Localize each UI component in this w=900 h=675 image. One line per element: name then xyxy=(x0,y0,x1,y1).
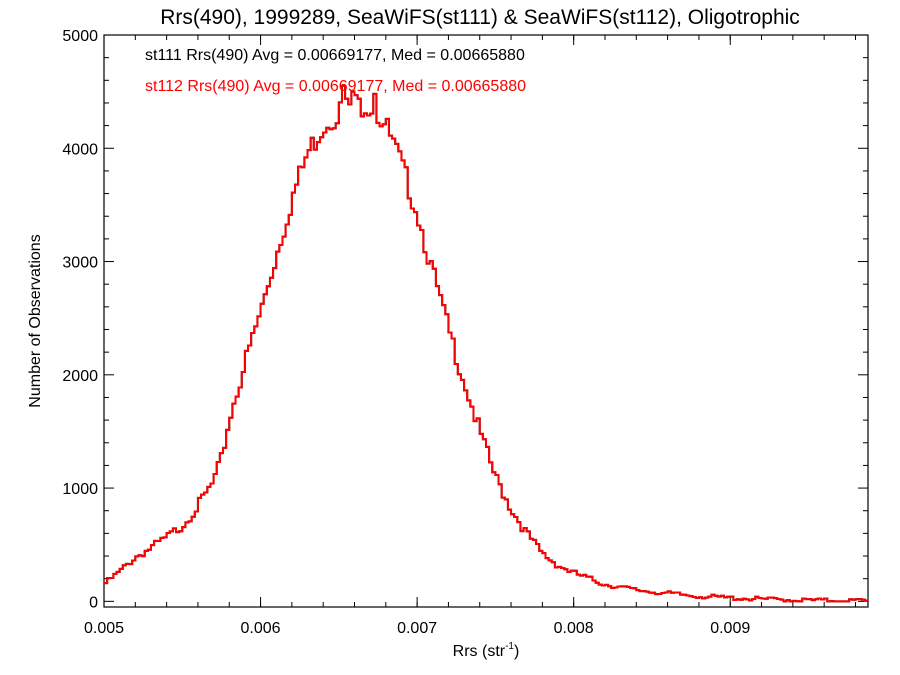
y-axis-ticks: 0 1000 2000 3000 4000 5000 xyxy=(62,28,868,611)
histogram-series-st112 xyxy=(104,84,868,603)
x-tick-label: 0.007 xyxy=(397,620,437,637)
plot-frame xyxy=(103,34,869,608)
legend-entry-st112: st112 Rrs(490) Avg = 0.00669177, Med = 0… xyxy=(145,78,526,95)
x-axis-label: Rrs (str-1) xyxy=(453,641,520,660)
x-axis-label-end: ) xyxy=(514,643,519,660)
x-tick-label: 0.008 xyxy=(554,620,594,637)
chart-title: Rrs(490), 1999289, SeaWiFS(st111) & SeaW… xyxy=(160,6,800,29)
x-axis-label-superscript: -1 xyxy=(505,641,514,652)
x-tick-label: 0.006 xyxy=(241,620,281,637)
y-tick-label: 3000 xyxy=(62,255,98,272)
y-tick-label: 5000 xyxy=(62,28,98,45)
y-axis-label: Number of Observations xyxy=(27,234,44,407)
x-tick-label: 0.009 xyxy=(710,620,750,637)
y-tick-label: 1000 xyxy=(62,481,98,498)
x-axis-ticks: 0.005 0.006 0.007 0.008 0.009 xyxy=(84,35,856,637)
histogram-series-st111 xyxy=(104,84,868,603)
x-tick-label: 0.005 xyxy=(84,620,124,637)
y-tick-label: 0 xyxy=(89,594,98,611)
y-tick-label: 4000 xyxy=(62,141,98,158)
x-axis-label-main: Rrs (str xyxy=(453,643,506,660)
y-tick-label: 2000 xyxy=(62,368,98,385)
legend-entry-st111: st111 Rrs(490) Avg = 0.00669177, Med = 0… xyxy=(145,47,525,64)
